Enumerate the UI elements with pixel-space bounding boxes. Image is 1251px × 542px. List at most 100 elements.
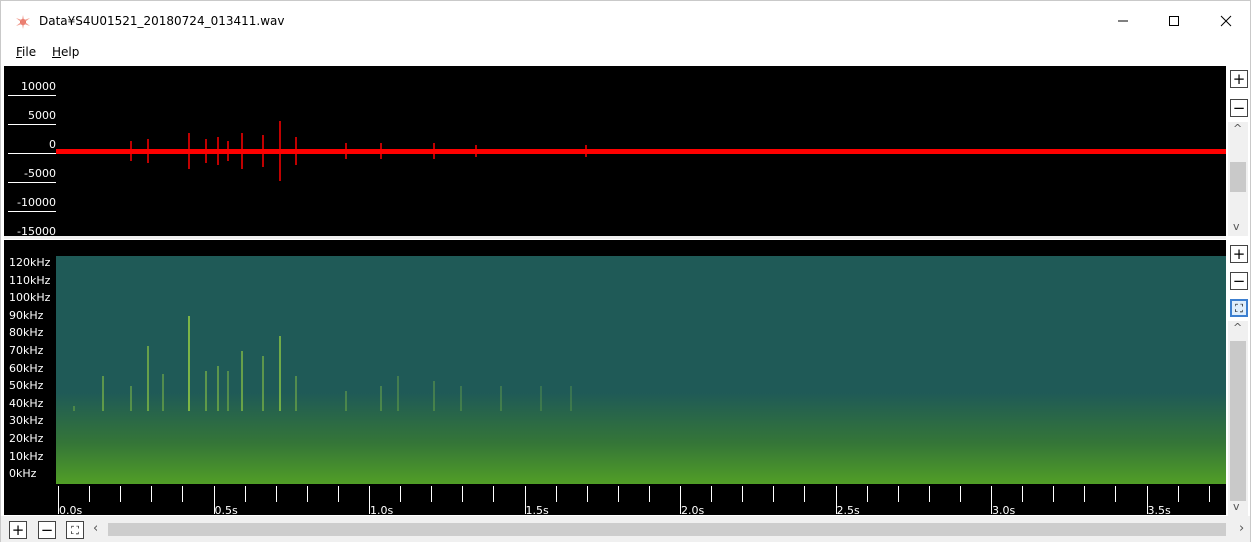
time-tick-mark bbox=[959, 486, 961, 502]
time-tick-mark bbox=[804, 486, 806, 502]
frequency-tick-label: 0kHz bbox=[7, 467, 56, 481]
spectrogram-panel[interactable]: 120kHz 110kHz 100kHz 90kHz 80kHz 70kHz 60kHz 50… bbox=[4, 240, 1226, 515]
spectrogram-scroll-thumb[interactable] bbox=[1230, 341, 1246, 501]
time-fit-button[interactable]: ⛶ bbox=[66, 521, 84, 539]
time-tick-mark bbox=[462, 486, 464, 502]
minus-icon: − bbox=[40, 520, 54, 539]
time-zoom-in-button[interactable]: + bbox=[9, 521, 27, 539]
spectrogram-calls bbox=[73, 316, 572, 411]
waveform-trace bbox=[56, 121, 1226, 181]
time-tick-mark bbox=[555, 486, 557, 502]
waveform-y-tick-label: -5000 bbox=[24, 167, 56, 180]
minus-icon: − bbox=[1232, 98, 1246, 117]
scroll-up-icon[interactable]: ^ bbox=[1233, 122, 1243, 135]
frequency-tick-label: 40kHz bbox=[7, 396, 56, 410]
minimize-button[interactable] bbox=[1100, 1, 1146, 41]
frequency-tick-label: 50kHz bbox=[7, 379, 56, 393]
maximize-button[interactable] bbox=[1151, 1, 1197, 41]
time-axis: 0.0s 0.5s 1.0s 1.5s 2.0s 2.5s 3.0s 3.5s bbox=[56, 484, 1226, 515]
waveform-y-tick-label: -10000 bbox=[17, 196, 56, 209]
panel-splitter[interactable] bbox=[4, 236, 1226, 239]
time-tick-label: 0.5s bbox=[214, 504, 238, 515]
horizontal-scroll-thumb[interactable] bbox=[108, 523, 1226, 536]
time-tick-mark bbox=[151, 486, 153, 502]
time-zoom-out-button[interactable]: − bbox=[38, 521, 56, 539]
waveform-y-tick-line bbox=[8, 182, 56, 183]
waveform-scroll-thumb[interactable] bbox=[1230, 162, 1246, 192]
time-tick-mark bbox=[711, 486, 713, 502]
minus-icon: − bbox=[1232, 271, 1246, 290]
horizontal-scrollbar[interactable]: ‹ › bbox=[93, 519, 1245, 539]
time-tick-mark bbox=[275, 486, 277, 502]
waveform-y-tick-label: 10000 bbox=[21, 80, 56, 93]
menu-help[interactable]: Help bbox=[52, 45, 79, 59]
time-tick-mark bbox=[1115, 486, 1117, 502]
waveform-zoom-in-button[interactable]: + bbox=[1230, 70, 1248, 88]
plus-icon: + bbox=[11, 520, 25, 539]
time-tick-mark bbox=[648, 486, 650, 502]
time-tick-mark bbox=[58, 486, 59, 514]
scroll-down-icon[interactable]: v bbox=[1233, 220, 1240, 233]
time-tick-mark bbox=[306, 486, 308, 502]
scroll-down-icon[interactable]: v bbox=[1233, 500, 1240, 513]
time-tick-mark bbox=[1053, 486, 1055, 502]
frequency-tick-label: 100kHz bbox=[7, 291, 56, 305]
waveform-y-tick-label: 0 bbox=[49, 138, 56, 151]
time-tick-label: 1.0s bbox=[370, 504, 394, 515]
time-tick-mark bbox=[213, 486, 215, 514]
waveform-baseline bbox=[56, 149, 1226, 154]
time-tick-mark bbox=[680, 486, 681, 514]
close-button[interactable] bbox=[1203, 1, 1249, 41]
waveform-y-tick-label: 5000 bbox=[28, 109, 56, 122]
time-tick-label: 3.5s bbox=[1147, 504, 1171, 515]
spectrogram-vertical-scrollbar[interactable]: ^ v bbox=[1228, 321, 1248, 516]
time-tick-mark bbox=[524, 486, 526, 514]
scroll-left-icon[interactable]: ‹ bbox=[93, 521, 99, 536]
bat-icon bbox=[16, 15, 30, 29]
menu-help-accel: H bbox=[52, 45, 62, 59]
frequency-tick-label: 10kHz bbox=[7, 449, 56, 463]
time-tick-mark bbox=[928, 486, 930, 502]
menu-file-label: ile bbox=[22, 45, 37, 59]
time-tick-mark bbox=[1022, 486, 1024, 502]
title-bar: Data¥S4U01521_20180724_013411.wav bbox=[1, 1, 1250, 41]
minimize-icon bbox=[1118, 20, 1128, 22]
time-tick-mark bbox=[400, 486, 402, 502]
spectrogram-zoom-in-button[interactable]: + bbox=[1230, 245, 1248, 263]
waveform-vertical-scrollbar[interactable]: ^ v bbox=[1228, 122, 1248, 236]
plus-icon: + bbox=[1232, 244, 1246, 263]
scroll-up-icon[interactable]: ^ bbox=[1233, 321, 1243, 334]
time-tick-mark bbox=[866, 486, 868, 502]
time-tick-mark bbox=[617, 486, 619, 502]
menu-file-accel: F bbox=[16, 45, 23, 59]
close-icon bbox=[1220, 15, 1232, 27]
time-tick-mark bbox=[1208, 486, 1210, 502]
menu-file[interactable]: File bbox=[16, 45, 36, 59]
time-tick-mark bbox=[431, 486, 433, 502]
waveform-panel[interactable]: 10000 5000 0 -5000 -10000 -15000 bbox=[4, 66, 1226, 236]
waveform-y-tick-line bbox=[8, 124, 56, 125]
frequency-tick-label: 70kHz bbox=[7, 344, 56, 357]
time-tick-mark bbox=[1084, 486, 1086, 502]
scroll-right-icon[interactable]: › bbox=[1239, 521, 1245, 536]
time-tick-mark bbox=[337, 486, 339, 502]
frequency-tick-label: 60kHz bbox=[7, 361, 56, 375]
time-tick-label: 1.5s bbox=[525, 504, 549, 515]
time-tick-mark bbox=[991, 486, 992, 514]
maximize-icon bbox=[1169, 16, 1179, 26]
spectrogram-zoom-out-button[interactable]: − bbox=[1230, 272, 1248, 290]
time-tick-label: 2.0s bbox=[681, 504, 705, 515]
time-tick-mark bbox=[897, 486, 899, 502]
frequency-tick-label: 80kHz bbox=[7, 326, 56, 340]
fit-icon: ⛶ bbox=[1235, 301, 1243, 315]
time-tick-mark bbox=[120, 486, 122, 502]
time-tick-mark bbox=[1146, 486, 1148, 514]
time-tick-label: 0.0s bbox=[59, 504, 83, 515]
time-tick-mark bbox=[244, 486, 246, 502]
plus-icon: + bbox=[1232, 69, 1246, 88]
waveform-zoom-out-button[interactable]: − bbox=[1230, 99, 1248, 117]
time-tick-mark bbox=[89, 486, 91, 502]
time-tick-mark bbox=[773, 486, 775, 502]
spectrogram-fit-button[interactable]: ⛶ bbox=[1230, 299, 1248, 317]
